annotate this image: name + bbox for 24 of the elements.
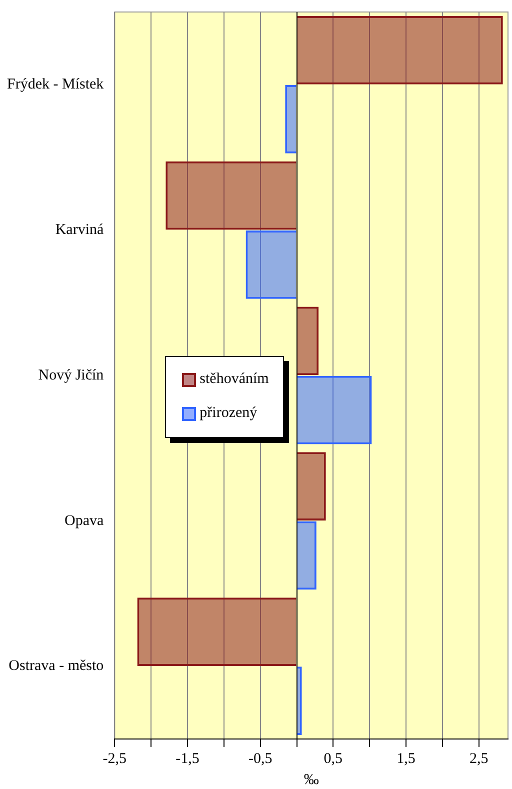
- bar: [285, 85, 296, 154]
- y-tick-label: Opava: [64, 512, 104, 529]
- x-tick-label: -0,5: [248, 750, 272, 767]
- y-tick-label: Frýdek - Místek: [6, 76, 104, 93]
- x-tick-label: 1,5: [396, 750, 416, 767]
- bar: [297, 306, 319, 376]
- bar: [297, 521, 316, 590]
- bar: [166, 161, 296, 230]
- bar: [297, 666, 302, 736]
- x-tick-label: -2,5: [102, 750, 127, 767]
- y-tick-label: Nový Jičín: [38, 367, 104, 384]
- x-axis-title: ‰: [304, 772, 319, 788]
- y-tick-label: Karviná: [55, 222, 104, 238]
- y-tick-label: Ostrava - město: [8, 658, 104, 674]
- x-tick-label: -1,5: [176, 750, 200, 767]
- x-tick-label: 0,5: [324, 750, 343, 767]
- bar: [297, 16, 503, 84]
- legend-label: stěhováním: [200, 371, 269, 388]
- x-tick-label: 2,5: [469, 750, 488, 767]
- bar: [137, 598, 296, 666]
- bar: [246, 230, 296, 299]
- legend-label: přirozený: [200, 405, 258, 422]
- bar: [297, 376, 372, 444]
- bar: [297, 452, 326, 521]
